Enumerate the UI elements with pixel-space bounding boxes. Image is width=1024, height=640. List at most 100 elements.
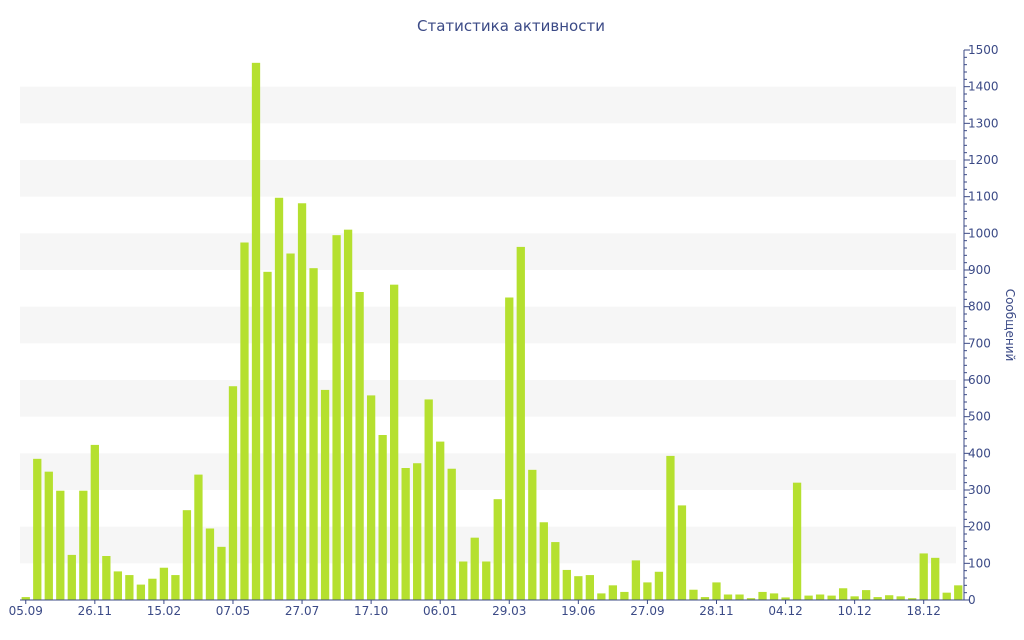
y-tick-label: 700 <box>968 336 991 350</box>
bar[interactable] <box>332 235 341 601</box>
bar[interactable] <box>493 499 502 600</box>
bar[interactable] <box>931 557 940 600</box>
x-tick-label: 27.09 <box>630 604 664 618</box>
bar-series <box>21 62 963 601</box>
bar[interactable] <box>735 594 744 601</box>
bar[interactable] <box>378 435 387 600</box>
bar[interactable] <box>781 597 790 600</box>
bar[interactable] <box>919 553 928 600</box>
grid-band <box>20 233 956 270</box>
y-tick-label: 1400 <box>968 80 999 94</box>
bar[interactable] <box>654 571 664 600</box>
bar[interactable] <box>620 591 629 600</box>
grid-band <box>20 160 956 197</box>
bar[interactable] <box>677 505 687 600</box>
bar[interactable] <box>390 284 399 600</box>
bar[interactable] <box>769 593 779 600</box>
bar[interactable] <box>470 537 479 600</box>
bar[interactable] <box>228 386 238 600</box>
y-tick-label: 100 <box>968 556 991 570</box>
bar[interactable] <box>792 482 802 600</box>
bar[interactable] <box>608 585 618 600</box>
bar[interactable] <box>562 569 571 600</box>
bar[interactable] <box>746 598 756 600</box>
bar[interactable] <box>159 567 169 600</box>
bar[interactable] <box>942 592 951 600</box>
y-tick-label: 1300 <box>968 116 999 130</box>
bar[interactable] <box>758 591 767 600</box>
bar[interactable] <box>528 469 537 600</box>
bar[interactable] <box>850 596 859 600</box>
bar[interactable] <box>551 542 560 600</box>
bar[interactable] <box>838 588 848 600</box>
bar[interactable] <box>413 463 422 600</box>
bar[interactable] <box>574 576 583 600</box>
bar[interactable] <box>436 441 445 600</box>
grid-band <box>20 86 956 124</box>
bar[interactable] <box>505 297 514 601</box>
bar[interactable] <box>447 468 456 600</box>
bar[interactable] <box>482 561 491 601</box>
bar[interactable] <box>171 575 180 600</box>
bar[interactable] <box>56 490 65 600</box>
bar[interactable] <box>286 253 295 601</box>
bar[interactable] <box>666 455 675 600</box>
bar[interactable] <box>597 593 606 600</box>
bar[interactable] <box>274 197 284 600</box>
bar[interactable] <box>424 399 433 600</box>
bar[interactable] <box>320 389 330 600</box>
bar[interactable] <box>263 271 272 600</box>
bar[interactable] <box>21 597 30 600</box>
bar[interactable] <box>643 582 652 600</box>
bar[interactable] <box>182 510 192 600</box>
bar[interactable] <box>712 582 721 600</box>
bar[interactable] <box>804 595 813 600</box>
bar[interactable] <box>355 292 364 600</box>
bar[interactable] <box>827 595 836 600</box>
bar[interactable] <box>217 546 226 600</box>
bar[interactable] <box>251 62 261 600</box>
bar[interactable] <box>689 589 698 600</box>
bar[interactable] <box>459 561 468 601</box>
x-tick-label: 19.06 <box>561 604 595 618</box>
bar[interactable] <box>700 597 710 600</box>
bar[interactable] <box>873 597 882 600</box>
bar[interactable] <box>631 560 641 600</box>
bar[interactable] <box>194 474 203 600</box>
bar[interactable] <box>44 471 53 600</box>
bar[interactable] <box>366 395 376 600</box>
x-tick-label: 05.09 <box>9 604 43 618</box>
y-tick-label: 1500 <box>968 43 999 57</box>
bar[interactable] <box>862 590 871 600</box>
bar[interactable] <box>148 578 157 600</box>
bar[interactable] <box>125 575 134 600</box>
bar[interactable] <box>539 522 548 600</box>
bar[interactable] <box>240 242 249 601</box>
y-tick-label: 1200 <box>968 153 999 167</box>
bar[interactable] <box>885 595 894 600</box>
x-tick-label: 06.01 <box>423 604 457 618</box>
bar[interactable] <box>401 468 410 600</box>
bar[interactable] <box>67 554 76 600</box>
bar[interactable] <box>205 528 215 601</box>
bar[interactable] <box>585 575 594 600</box>
bar[interactable] <box>815 594 825 601</box>
bar[interactable] <box>896 596 905 600</box>
bar[interactable] <box>309 268 318 600</box>
bar[interactable] <box>297 203 307 600</box>
bar[interactable] <box>136 584 146 600</box>
bar[interactable] <box>102 556 111 600</box>
y-tick-label: 800 <box>968 300 991 314</box>
bar[interactable] <box>954 585 963 600</box>
bar[interactable] <box>516 246 525 600</box>
bar[interactable] <box>723 594 733 601</box>
bar[interactable] <box>79 490 88 600</box>
bar[interactable] <box>90 444 99 600</box>
bar[interactable] <box>33 458 42 600</box>
bar[interactable] <box>343 229 353 601</box>
y-tick-label: 300 <box>968 483 991 497</box>
bar[interactable] <box>908 598 917 600</box>
bar[interactable] <box>113 571 122 600</box>
